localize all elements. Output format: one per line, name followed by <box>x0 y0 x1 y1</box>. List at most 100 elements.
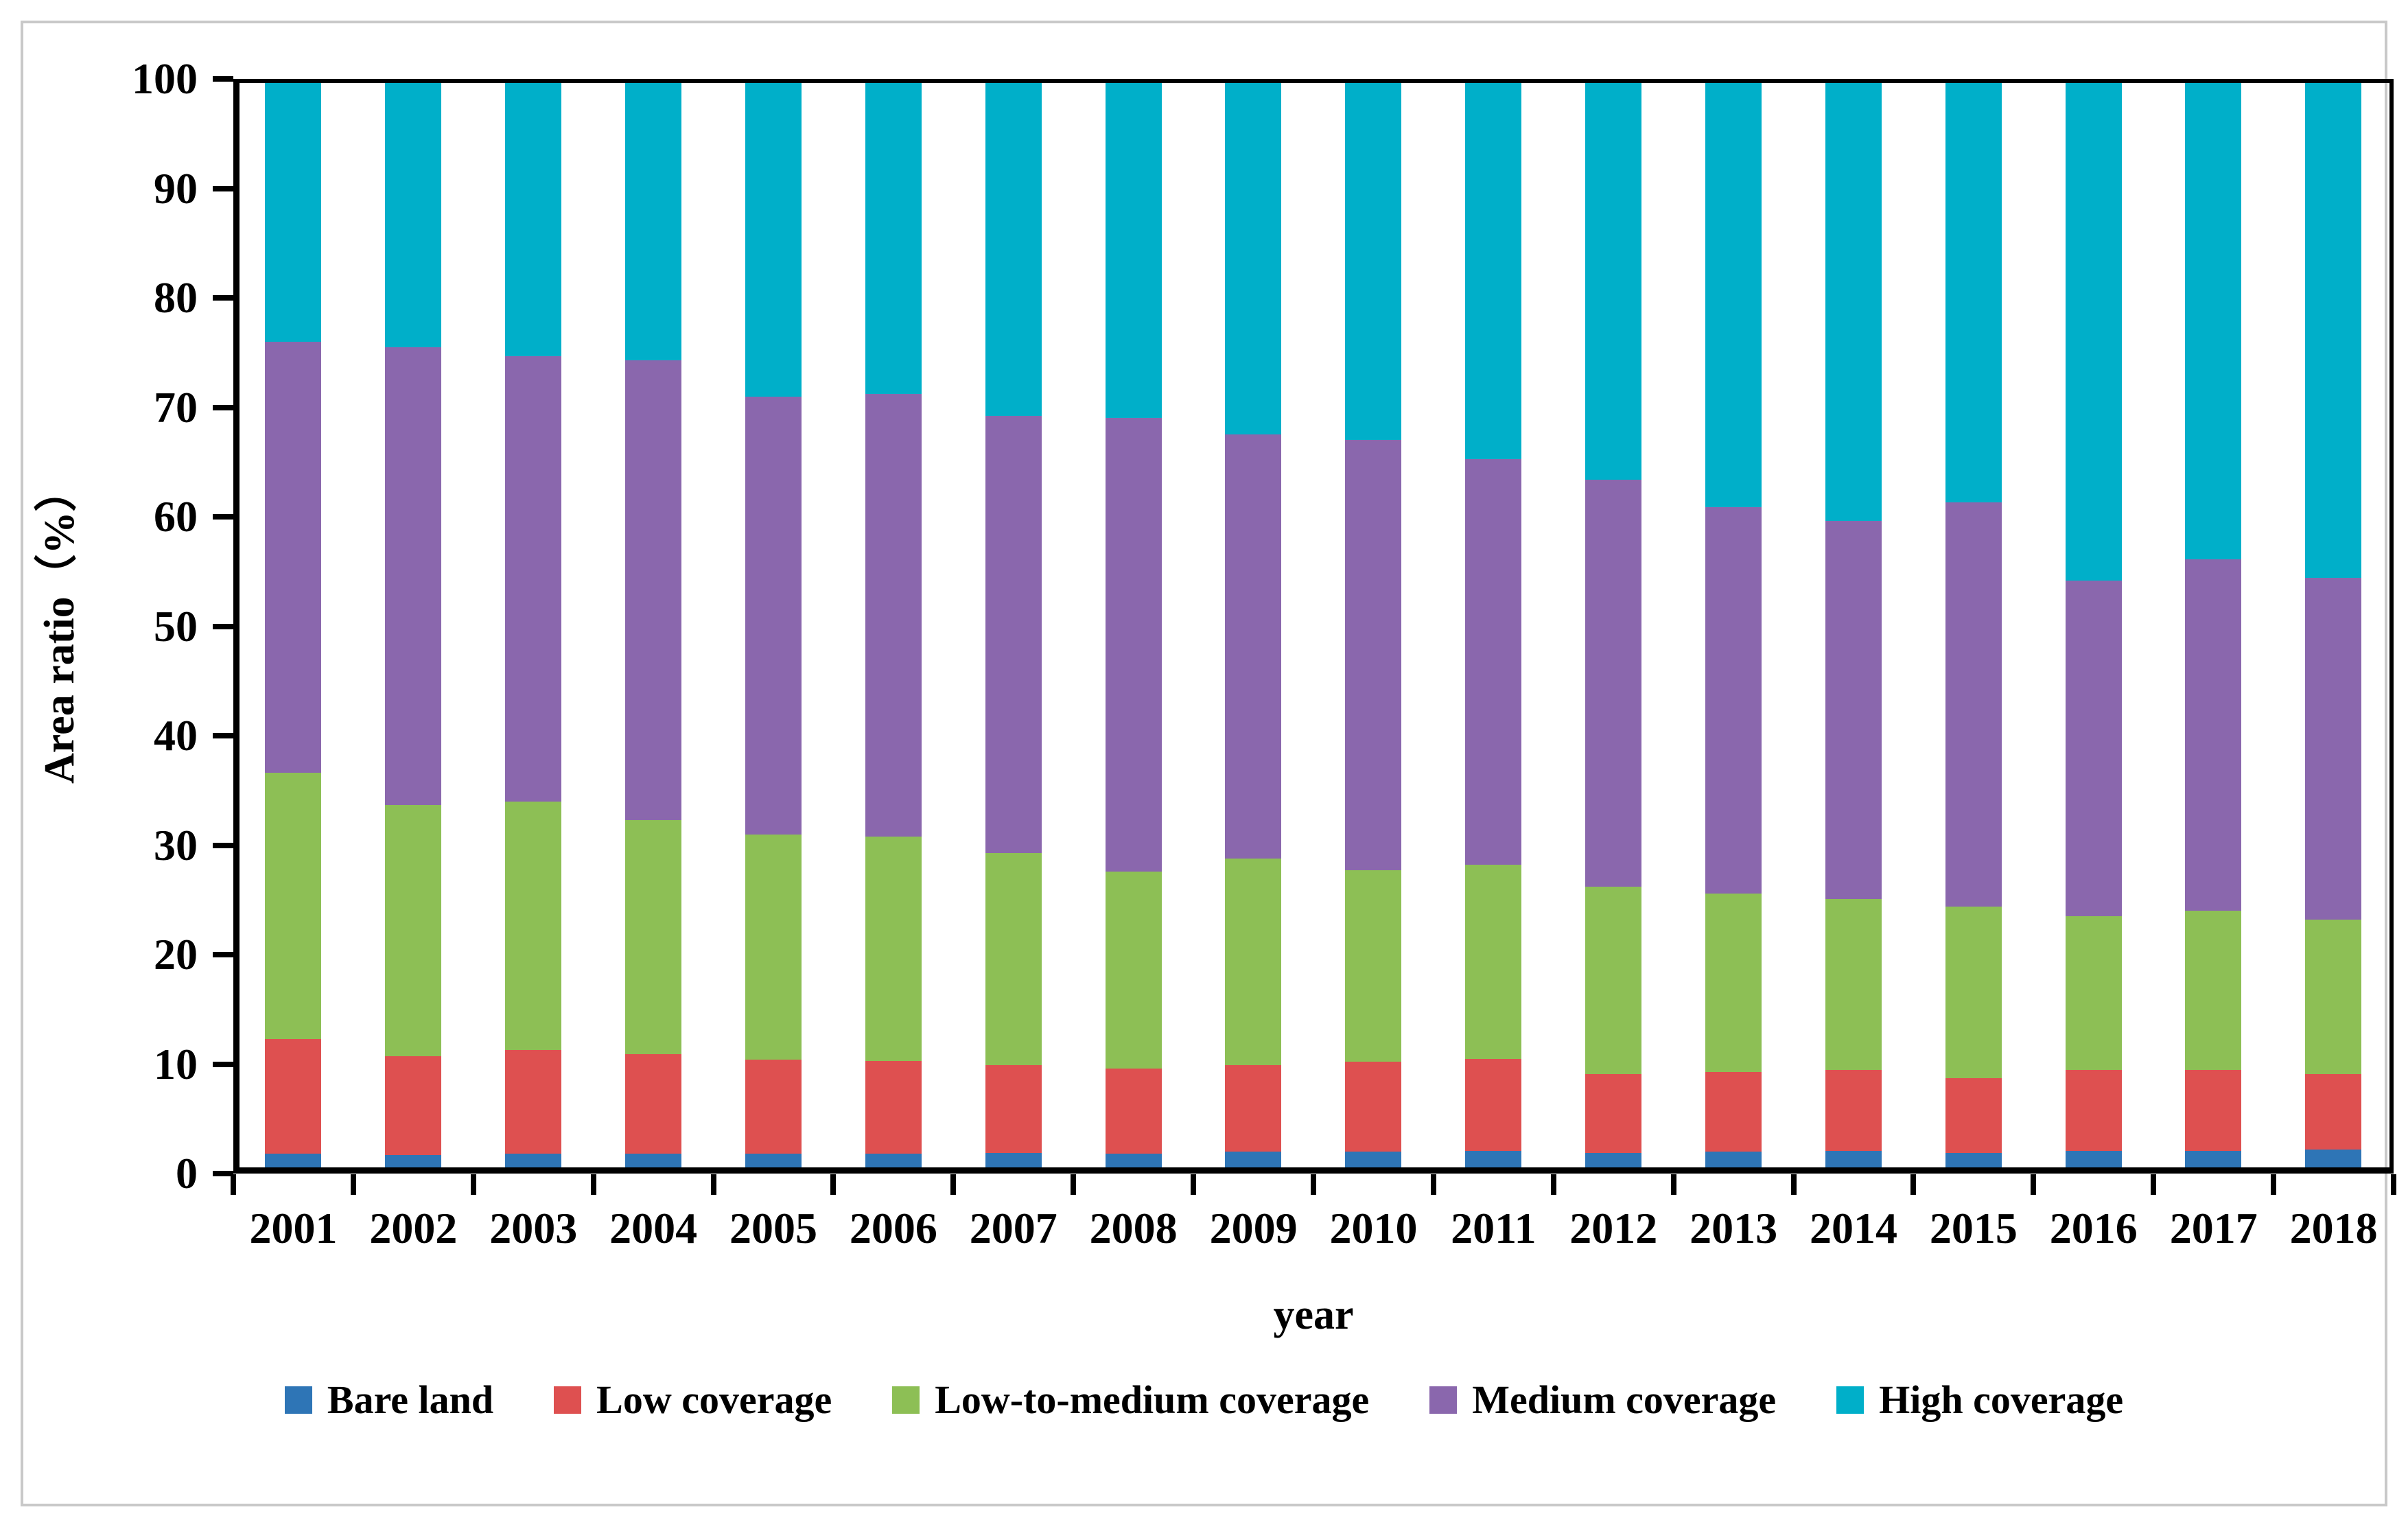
bar-segment <box>1705 1071 1762 1152</box>
bar-segment <box>1345 870 1402 1062</box>
x-tick-mark <box>950 1174 957 1195</box>
bar-segment <box>745 79 802 397</box>
bar-segment <box>1825 1069 1882 1151</box>
bar-segment <box>1705 79 1762 507</box>
bar-segment <box>1225 434 1282 859</box>
x-tick-label: 2018 <box>2289 1204 2378 1252</box>
legend-label: High coverage <box>1879 1377 2124 1422</box>
bar-segment <box>2185 559 2242 911</box>
bar-segment <box>2065 916 2122 1070</box>
bar-segment <box>625 79 682 360</box>
y-tick-label: 20 <box>154 930 198 979</box>
bar-segment <box>985 1152 1042 1174</box>
legend-label: Medium coverage <box>1472 1377 1777 1422</box>
x-tick-mark <box>830 1174 837 1195</box>
bar-segment <box>265 79 322 342</box>
x-tick-label: 2003 <box>489 1204 578 1252</box>
bar-segment <box>865 836 922 1061</box>
bar-segment <box>1585 1152 1642 1174</box>
x-tick-label: 2014 <box>1810 1204 1898 1252</box>
bar-2013 <box>1705 79 1762 1174</box>
y-tick-label: 50 <box>154 601 198 651</box>
bar-segment <box>2185 1069 2242 1151</box>
bar-segment <box>625 1054 682 1154</box>
bar-segment <box>625 360 682 820</box>
bar-segment <box>1225 1152 1282 1174</box>
y-tick-mark <box>213 623 233 629</box>
bar-segment <box>985 79 1042 417</box>
y-tick-mark <box>213 952 233 957</box>
bar-segment <box>1345 1152 1402 1174</box>
y-tick-mark <box>213 404 233 410</box>
legend-label: Low coverage <box>596 1377 832 1422</box>
bar-segment <box>865 1154 922 1174</box>
bar-segment <box>1825 1150 1882 1174</box>
bar-segment <box>1105 418 1162 872</box>
legend-item: Low-to-medium coverage <box>892 1380 1369 1420</box>
y-axis-title: Area ratio（%） <box>36 469 83 784</box>
bar-segment <box>385 804 442 1057</box>
bar-group <box>233 79 2394 1174</box>
legend: Bare land Low coverage Low-to-medium cover… <box>41 1362 2367 1438</box>
x-tick-label: 2009 <box>1209 1204 1298 1252</box>
bar-segment <box>865 79 922 395</box>
y-tick-mark <box>213 185 233 191</box>
x-tick-label: 2015 <box>1929 1204 2018 1252</box>
bar-2012 <box>1585 79 1642 1174</box>
x-tick-label: 2002 <box>369 1204 458 1252</box>
bar-segment <box>1345 440 1402 871</box>
bar-segment <box>865 394 922 837</box>
legend-item: Low coverage <box>554 1380 832 1420</box>
bar-segment <box>2305 1149 2362 1174</box>
bar-segment <box>1105 79 1162 419</box>
legend-swatch-icon <box>1429 1386 1458 1414</box>
bar-2016 <box>2065 79 2122 1174</box>
bar-2007 <box>985 79 1042 1174</box>
x-tick-mark <box>1430 1174 1436 1195</box>
x-tick-label: 2006 <box>849 1204 937 1252</box>
x-axis-title: year <box>1273 1292 1354 1338</box>
y-tick-label: 10 <box>154 1039 198 1088</box>
bar-segment <box>745 396 802 835</box>
y-tick-mark <box>213 733 233 738</box>
legend-swatch-icon <box>554 1386 582 1414</box>
bar-segment <box>2305 578 2362 920</box>
bar-segment <box>2185 911 2242 1070</box>
y-tick-mark <box>213 842 233 848</box>
legend-label: Bare land <box>327 1377 494 1422</box>
x-tick-mark <box>1790 1174 1797 1195</box>
bar-2003 <box>505 79 562 1174</box>
bar-segment <box>1945 502 2002 907</box>
bar-segment <box>865 1060 922 1154</box>
x-tick-label: 2016 <box>2049 1204 2138 1252</box>
bar-segment <box>505 79 562 356</box>
bar-segment <box>1105 1068 1162 1154</box>
x-tick-mark <box>1191 1174 1197 1195</box>
x-axis-labels: 2001 2002 2003 2004 2005 2006 2007 2008 2009 2010… <box>233 1207 2394 1250</box>
y-tick-mark <box>213 514 233 520</box>
bar-segment <box>505 355 562 802</box>
bar-segment <box>1945 1078 2002 1153</box>
bar-segment <box>265 1038 322 1154</box>
y-tick-label: 30 <box>154 820 198 870</box>
x-tick-mark <box>470 1174 476 1195</box>
bar-2015 <box>1945 79 2002 1174</box>
bar-2006 <box>865 79 922 1174</box>
bar-2018 <box>2305 79 2362 1174</box>
bar-2002 <box>385 79 442 1174</box>
bar-segment <box>1105 1154 1162 1174</box>
bar-segment <box>385 79 442 347</box>
bar-segment <box>1945 906 2002 1079</box>
bar-segment <box>745 1154 802 1174</box>
legend-item: Bare land <box>284 1377 494 1422</box>
x-tick-label: 2011 <box>1451 1204 1536 1252</box>
bar-segment <box>1225 79 1282 435</box>
bar-segment <box>1705 1152 1762 1174</box>
legend-swatch-icon <box>1836 1386 1865 1414</box>
bar-segment <box>2065 580 2122 917</box>
bar-segment <box>1465 79 1522 459</box>
x-tick-label: 2005 <box>729 1204 817 1252</box>
bar-2017 <box>2185 79 2242 1174</box>
bar-2009 <box>1225 79 1282 1174</box>
x-tick-mark <box>2391 1174 2396 1195</box>
